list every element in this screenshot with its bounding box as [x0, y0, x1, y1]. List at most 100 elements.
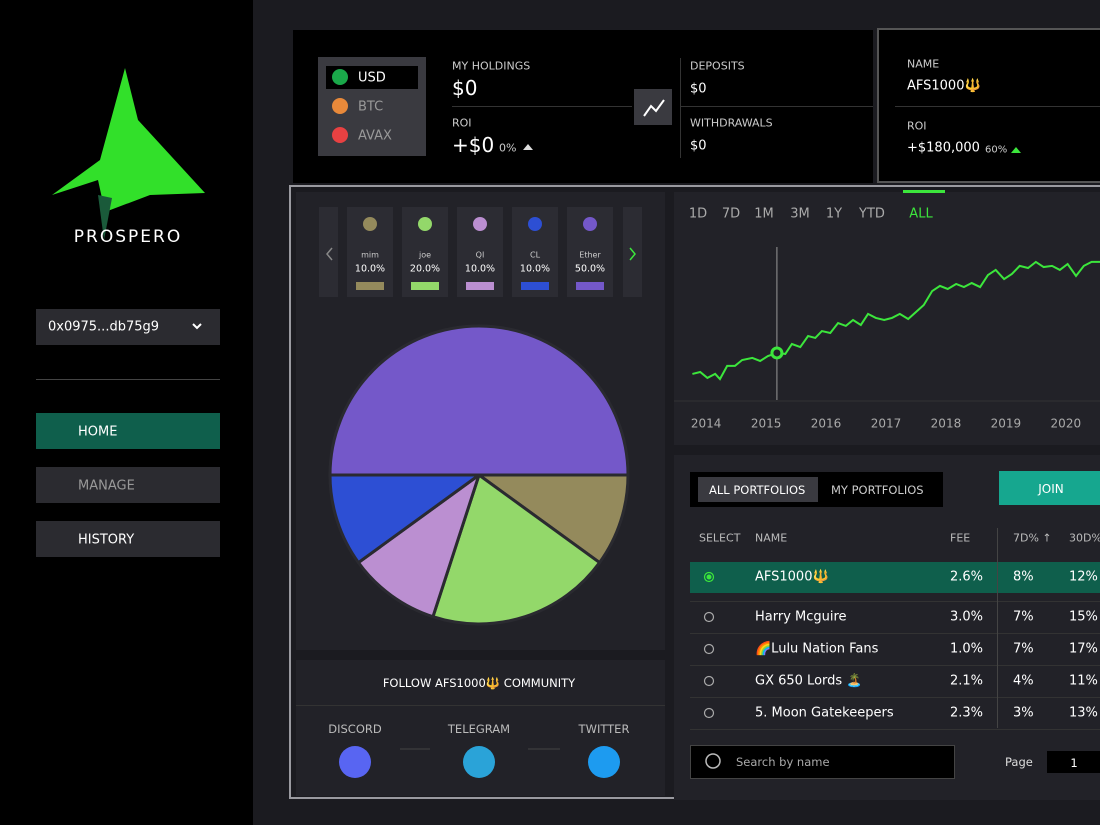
token-percent: 50.0%	[574, 263, 606, 275]
range-button[interactable]: YTD	[859, 206, 885, 222]
pie-slice	[356, 471, 482, 619]
join-button[interactable]	[999, 471, 1100, 505]
range-button[interactable]: 1Y	[825, 206, 843, 222]
radio	[703, 675, 715, 687]
table-cell: 8%	[1013, 569, 1034, 585]
tab[interactable]: MY PORTFOLIOS	[831, 483, 924, 497]
radio-dot	[706, 574, 712, 580]
summary-divider	[895, 106, 1100, 107]
token-name: CL	[529, 250, 541, 260]
table-cell: 🌈Lulu Nation Fans	[755, 641, 879, 657]
column-header: NAME	[755, 531, 788, 545]
table-cell: Harry Mcguire	[755, 609, 847, 625]
token-icon	[528, 217, 542, 231]
table-cell: AFS1000🔱	[755, 569, 829, 585]
join-label[interactable]: JOIN	[1038, 482, 1064, 496]
row-divider	[690, 601, 1100, 602]
divider	[36, 379, 220, 380]
radio	[703, 571, 715, 583]
table-cell: 13%	[1069, 705, 1098, 721]
label: NAME	[907, 57, 940, 71]
value: $0	[690, 138, 707, 154]
logo-tail	[98, 195, 112, 240]
row-divider	[690, 633, 1100, 634]
nav-label[interactable]: HISTORY	[78, 532, 135, 548]
token-icon	[473, 217, 487, 231]
range-button[interactable]: 1M	[754, 206, 774, 222]
table-cell: 5. Moon Gatekeepers	[755, 705, 894, 721]
currency-label[interactable]: USD	[358, 70, 386, 86]
value: $0	[452, 76, 478, 100]
social-label[interactable]: TELEGRAM	[447, 722, 511, 736]
token-name: mim	[361, 250, 379, 260]
pie-slice	[328, 324, 630, 477]
legend-swatch	[356, 282, 384, 290]
nav-label[interactable]: HOME	[78, 424, 118, 440]
range-button[interactable]: 7D	[721, 206, 741, 222]
nav-label[interactable]: MANAGE	[78, 478, 135, 494]
column-header: SELECT	[699, 531, 741, 545]
pie-slice	[328, 473, 484, 565]
radio	[703, 611, 715, 623]
currency-label[interactable]: BTC	[358, 99, 384, 115]
percent: 60%	[985, 144, 1008, 156]
chart-icon	[643, 99, 665, 117]
line-series	[692, 260, 1100, 381]
page-input[interactable]	[1047, 751, 1100, 773]
row-divider	[690, 697, 1100, 698]
token-percent: 10.0%	[519, 263, 551, 275]
logo	[52, 68, 205, 212]
x-tick-label: 2014	[691, 417, 722, 431]
table-cell: 4%	[1013, 673, 1034, 689]
chevron	[192, 323, 202, 330]
token-percent: 10.0%	[354, 263, 386, 275]
tab-active[interactable]	[698, 477, 818, 502]
label: WITHDRAWALS	[690, 116, 773, 130]
value: AFS1000🔱	[907, 78, 981, 94]
token-icon	[418, 217, 432, 231]
arrow-icon	[326, 247, 333, 261]
tab[interactable]: ALL PORTFOLIOS	[709, 483, 806, 497]
table-panel	[674, 455, 1100, 800]
range-underline	[903, 190, 945, 193]
currency-label[interactable]: AVAX	[358, 128, 392, 144]
nav-item[interactable]	[36, 521, 220, 557]
token-percent: 20.0%	[409, 263, 441, 275]
table-cell: 15%	[1069, 609, 1098, 625]
x-tick-label: 2018	[931, 417, 962, 431]
nav-item[interactable]	[36, 413, 220, 449]
highlight-point	[770, 346, 784, 360]
column-header: FEE	[950, 531, 971, 545]
up-arrow	[523, 144, 533, 150]
nav-item[interactable]	[36, 467, 220, 503]
currency-icon	[332, 69, 348, 85]
range-button[interactable]: 3M	[790, 206, 810, 222]
search-box[interactable]	[690, 745, 955, 779]
social-label[interactable]: TWITTER	[578, 722, 630, 736]
wallet-select[interactable]	[36, 309, 220, 345]
table-cell: 3%	[1013, 705, 1034, 721]
token-name: joe	[418, 250, 432, 260]
page-number: 1	[1070, 756, 1078, 770]
search-icon	[705, 753, 721, 769]
row-divider	[690, 665, 1100, 666]
value: +$180,000	[907, 140, 980, 156]
table-cell: GX 650 Lords 🏝️	[755, 673, 863, 689]
token-icon	[363, 217, 377, 231]
range-button[interactable]: ALL	[909, 206, 933, 222]
table-cell: 2.6%	[950, 569, 984, 585]
token-name: QI	[475, 250, 485, 260]
holdings-divider	[452, 106, 632, 107]
token-percent: 10.0%	[464, 263, 496, 275]
x-tick-label: 2020	[1051, 417, 1082, 431]
range-button[interactable]: 1D	[688, 206, 708, 222]
currency-icon	[332, 98, 348, 114]
x-tick-label: 2017	[871, 417, 902, 431]
radio	[703, 643, 715, 655]
holdings-divider	[680, 58, 681, 158]
legend-swatch	[411, 282, 439, 290]
table-cell: 3.0%	[950, 609, 984, 625]
social-label[interactable]: DISCORD	[328, 722, 382, 736]
